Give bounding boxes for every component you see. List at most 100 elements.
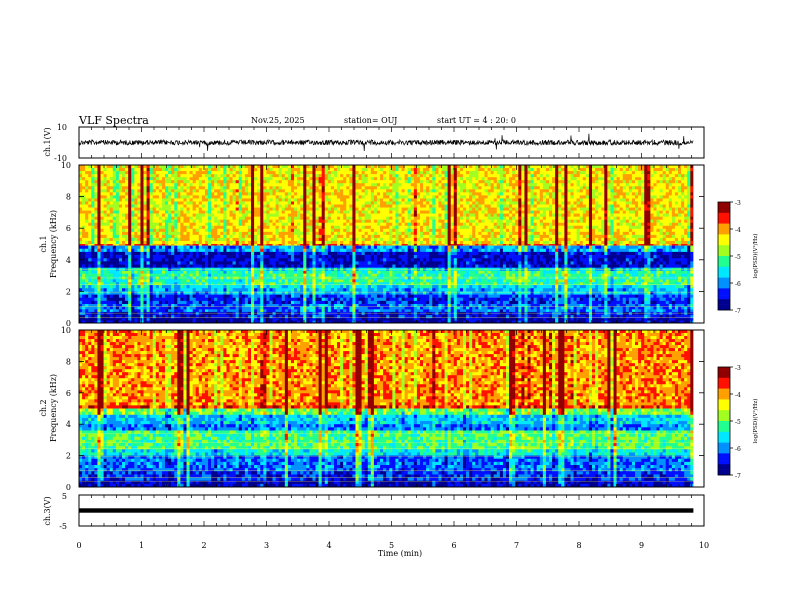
spectrogram-cell — [297, 213, 301, 217]
spectrogram-cell — [416, 201, 421, 205]
spectrogram-cell — [112, 183, 117, 187]
spectrogram-cell — [217, 225, 221, 230]
spectrogram-cell — [490, 168, 494, 172]
spectrogram-cell — [364, 204, 369, 208]
spectrogram-cell — [204, 210, 209, 214]
spectrogram-cell — [198, 201, 203, 205]
spectrogram-cell — [459, 171, 464, 175]
spectrogram-cell — [297, 177, 301, 181]
spectrogram-cell — [376, 168, 381, 172]
spectrogram-cell — [588, 192, 593, 196]
spectrogram-cell — [238, 177, 243, 181]
spectrogram-cell — [251, 186, 255, 190]
spectrogram-cell — [340, 168, 344, 172]
spectrogram-cell — [337, 207, 341, 211]
spectrogram-cell — [82, 165, 86, 169]
spectrogram-cell — [309, 195, 313, 199]
spectrogram-cell — [453, 213, 458, 217]
spectrogram-cell — [152, 186, 157, 190]
spectrogram-cell — [668, 231, 673, 236]
spectrogram-cell — [542, 204, 547, 208]
spectrogram-cell — [220, 225, 224, 230]
spectrogram-cell — [472, 165, 476, 169]
spectrogram-cell — [558, 228, 562, 233]
spectrogram-cell — [327, 222, 332, 227]
spectrogram-cell — [254, 225, 258, 230]
spectrogram-cell — [380, 207, 384, 211]
spectrogram-cell — [158, 177, 163, 181]
spectrogram-cell — [524, 237, 528, 242]
spectrogram-cell — [628, 171, 633, 175]
spectrogram-cell — [521, 177, 525, 181]
spectrogram-cell — [272, 234, 276, 239]
spectrogram-cell — [125, 198, 129, 202]
spectrogram-cell — [349, 234, 353, 239]
spectrogram-cell — [180, 204, 184, 208]
spectrogram-cell — [244, 210, 249, 214]
spectrogram-cell — [128, 201, 132, 205]
spectrogram-cell — [533, 201, 538, 205]
spectrogram-cell — [628, 234, 633, 239]
spectrogram-cell — [552, 180, 556, 184]
spectrogram-cell — [226, 204, 230, 208]
spectrogram-cell — [576, 210, 581, 214]
spectrogram-cell — [527, 234, 531, 239]
spectrogram-cell — [324, 183, 329, 187]
spectrogram-cell — [361, 204, 365, 208]
spectrogram-cell — [88, 231, 92, 236]
spectrogram-cell — [613, 219, 617, 224]
spectrogram-cell — [469, 195, 473, 199]
spectrogram-cell — [281, 201, 286, 205]
spectrogram-cell — [462, 207, 467, 211]
spectrogram-cell — [674, 177, 679, 181]
spectrogram-cell — [174, 231, 178, 236]
spectrogram-cell — [171, 195, 175, 199]
spectrogram-cell — [462, 219, 467, 224]
spectrogram-cell — [290, 165, 295, 169]
spectrogram-cell — [287, 219, 292, 224]
spectrogram-cell — [662, 186, 667, 190]
spectrogram-cell — [220, 165, 224, 169]
spectrogram-cell — [678, 174, 682, 178]
spectrogram-cell — [180, 174, 184, 178]
spectrogram-cell — [558, 180, 562, 184]
spectrogram-cell — [373, 231, 378, 236]
spectrogram-cell — [122, 225, 126, 230]
spectrogram-cell — [91, 177, 95, 181]
spectrogram-cell — [592, 225, 596, 230]
spectrogram-cell — [122, 231, 126, 236]
spectrogram-cell — [490, 192, 494, 196]
spectrogram-cell — [481, 183, 485, 187]
spectrogram-cell — [247, 183, 252, 187]
spectrogram-cell — [641, 174, 645, 178]
spectrogram-cell — [509, 165, 513, 169]
spectrogram-cell — [131, 198, 135, 202]
spectrogram-cell — [318, 189, 322, 193]
spectrogram-cell — [401, 207, 405, 211]
spectrogram-cell — [398, 210, 402, 214]
spectrogram-cell — [91, 198, 95, 202]
spectrogram-cell — [595, 189, 599, 193]
spectrogram-cell — [355, 195, 359, 199]
spectrogram-cell — [186, 198, 190, 202]
spectrogram-cell — [432, 219, 436, 224]
spectrogram-cell — [171, 192, 175, 196]
spectrogram-cell — [321, 180, 326, 184]
spectrogram-cell — [392, 204, 396, 208]
spectrogram-cell — [512, 192, 516, 196]
spectrogram-cell — [487, 186, 491, 190]
spectrogram-cell — [496, 216, 501, 220]
spectrogram-cell — [161, 207, 166, 211]
spectrogram-cell — [278, 207, 283, 211]
spectrogram-cell — [447, 189, 451, 193]
spectrogram-cell — [137, 207, 141, 211]
spectrogram-cell — [158, 216, 163, 220]
spectrogram-cell — [263, 186, 267, 190]
spectrogram-cell — [284, 210, 289, 214]
spectrogram-cell — [251, 222, 255, 227]
spectrogram-cell — [306, 204, 310, 208]
spectrogram-cell — [376, 183, 381, 187]
spectrogram-cell — [161, 171, 166, 175]
spectrogram-cell — [149, 225, 154, 230]
spectrogram-cell — [662, 201, 667, 205]
